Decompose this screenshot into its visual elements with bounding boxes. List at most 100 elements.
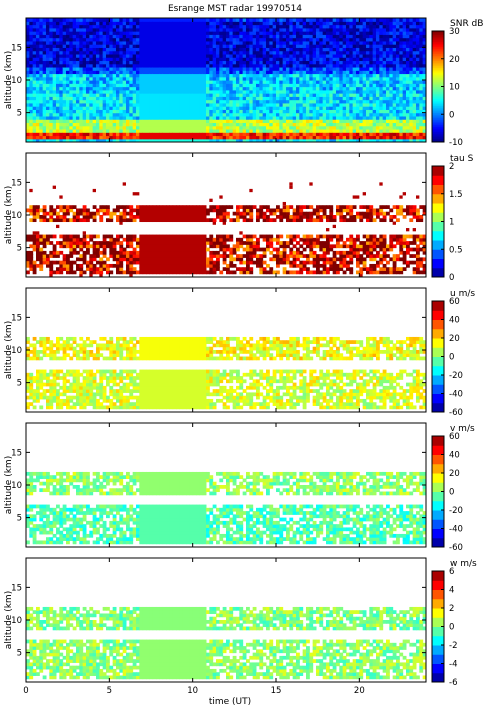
- heatmap-cell: [176, 106, 180, 110]
- heatmap-cell: [46, 237, 50, 242]
- heatmap-cell: [126, 89, 130, 94]
- heatmap-cell: [112, 53, 117, 58]
- heatmap-cell: [162, 76, 167, 81]
- heatmap-cell: [216, 63, 220, 68]
- heatmap-cell: [389, 128, 394, 133]
- heatmap-cell: [376, 112, 380, 117]
- heatmap-cell: [369, 138, 374, 142]
- heatmap-cell: [246, 115, 250, 120]
- heatmap-cell: [42, 34, 47, 39]
- heatmap-cell: [62, 119, 67, 124]
- heatmap-cell: [142, 40, 147, 45]
- heatmap-cell: [49, 250, 54, 255]
- heatmap-cell: [62, 263, 67, 268]
- heatmap-cell: [369, 122, 374, 127]
- heatmap-cell: [356, 21, 360, 26]
- heatmap-cell: [152, 47, 157, 52]
- heatmap-cell: [46, 57, 50, 62]
- heatmap-cell: [129, 50, 134, 55]
- heatmap-cell: [382, 93, 387, 97]
- heatmap-cell: [172, 57, 177, 62]
- heatmap-cell: [216, 125, 220, 130]
- heatmap-cell: [29, 31, 34, 35]
- heatmap-cell: [416, 128, 420, 133]
- heatmap-cell: [409, 37, 414, 42]
- heatmap-cell: [39, 50, 44, 55]
- heatmap-cell: [212, 66, 217, 71]
- heatmap-cell: [99, 80, 104, 84]
- heatmap-cell: [196, 47, 200, 52]
- heatmap-cell: [389, 27, 394, 32]
- heatmap-cell: [392, 53, 397, 58]
- heatmap-cell: [156, 63, 160, 68]
- heatmap-cell: [296, 106, 300, 110]
- heatmap-cell: [189, 21, 194, 26]
- heatmap-cell: [102, 57, 107, 62]
- heatmap-cell: [42, 76, 47, 81]
- heatmap-cell: [69, 237, 74, 242]
- heatmap-cell: [62, 215, 67, 219]
- heatmap-cell: [372, 21, 377, 26]
- heatmap-cell: [339, 86, 344, 91]
- heatmap-cell: [282, 93, 287, 97]
- heatmap-cell: [312, 66, 317, 71]
- heatmap-cell: [422, 135, 426, 140]
- heatmap-cell: [116, 18, 120, 22]
- heatmap-cell: [289, 21, 294, 26]
- heatmap-cell: [316, 34, 320, 39]
- heatmap-cell: [209, 60, 214, 65]
- heatmap-cell: [109, 70, 114, 75]
- heatmap-cell: [32, 21, 37, 26]
- heatmap-cell: [356, 60, 360, 65]
- heatmap-cell: [356, 93, 360, 97]
- heatmap-cell: [286, 34, 290, 39]
- heatmap-cell: [399, 60, 404, 65]
- heatmap-cell: [116, 70, 120, 75]
- heatmap-cell: [246, 128, 250, 133]
- heatmap-cell: [369, 18, 374, 22]
- heatmap-cell: [262, 109, 267, 114]
- heatmap-cell: [356, 125, 360, 130]
- heatmap-cell: [26, 250, 30, 255]
- heatmap-cell: [372, 122, 377, 127]
- heatmap-cell: [292, 115, 297, 120]
- heatmap-cell: [406, 89, 410, 94]
- heatmap-cell: [422, 106, 426, 110]
- heatmap-cell: [52, 254, 57, 258]
- heatmap-cell: [362, 60, 367, 65]
- heatmap-cell: [99, 73, 104, 78]
- heatmap-cell: [122, 89, 127, 94]
- heatmap-cell: [422, 57, 426, 62]
- heatmap-cell: [119, 24, 124, 29]
- heatmap-cell: [126, 128, 130, 133]
- heatmap-cell: [62, 254, 67, 258]
- heatmap-cell: [62, 234, 67, 239]
- heatmap-cell: [62, 244, 67, 249]
- heatmap-cell: [309, 76, 314, 81]
- heatmap-cell: [372, 83, 377, 88]
- heatmap-cell: [36, 66, 40, 71]
- heatmap-cell: [39, 102, 44, 107]
- x-axis-label: time (UT): [209, 697, 251, 707]
- heatmap-cell: [149, 44, 154, 48]
- heatmap-cell: [356, 70, 360, 75]
- heatmap-cell: [219, 50, 224, 55]
- heatmap-cell: [92, 93, 97, 97]
- heatmap-cell: [412, 83, 417, 88]
- colorbar-step: [432, 70, 444, 74]
- heatmap-cell: [29, 138, 34, 142]
- heatmap-cell: [292, 96, 297, 101]
- heatmap-cell: [179, 86, 184, 91]
- heatmap-cell: [86, 89, 90, 94]
- heatmap-cell: [92, 73, 97, 78]
- heatmap-cell: [99, 27, 104, 32]
- heatmap-cell: [352, 86, 357, 91]
- heatmap-cell: [129, 102, 134, 107]
- heatmap-cell: [292, 44, 297, 48]
- heatmap-cell: [59, 99, 64, 104]
- heatmap-cell: [206, 70, 210, 75]
- heatmap-cell: [269, 50, 274, 55]
- heatmap-cell: [282, 119, 287, 124]
- heatmap-cell: [66, 76, 70, 81]
